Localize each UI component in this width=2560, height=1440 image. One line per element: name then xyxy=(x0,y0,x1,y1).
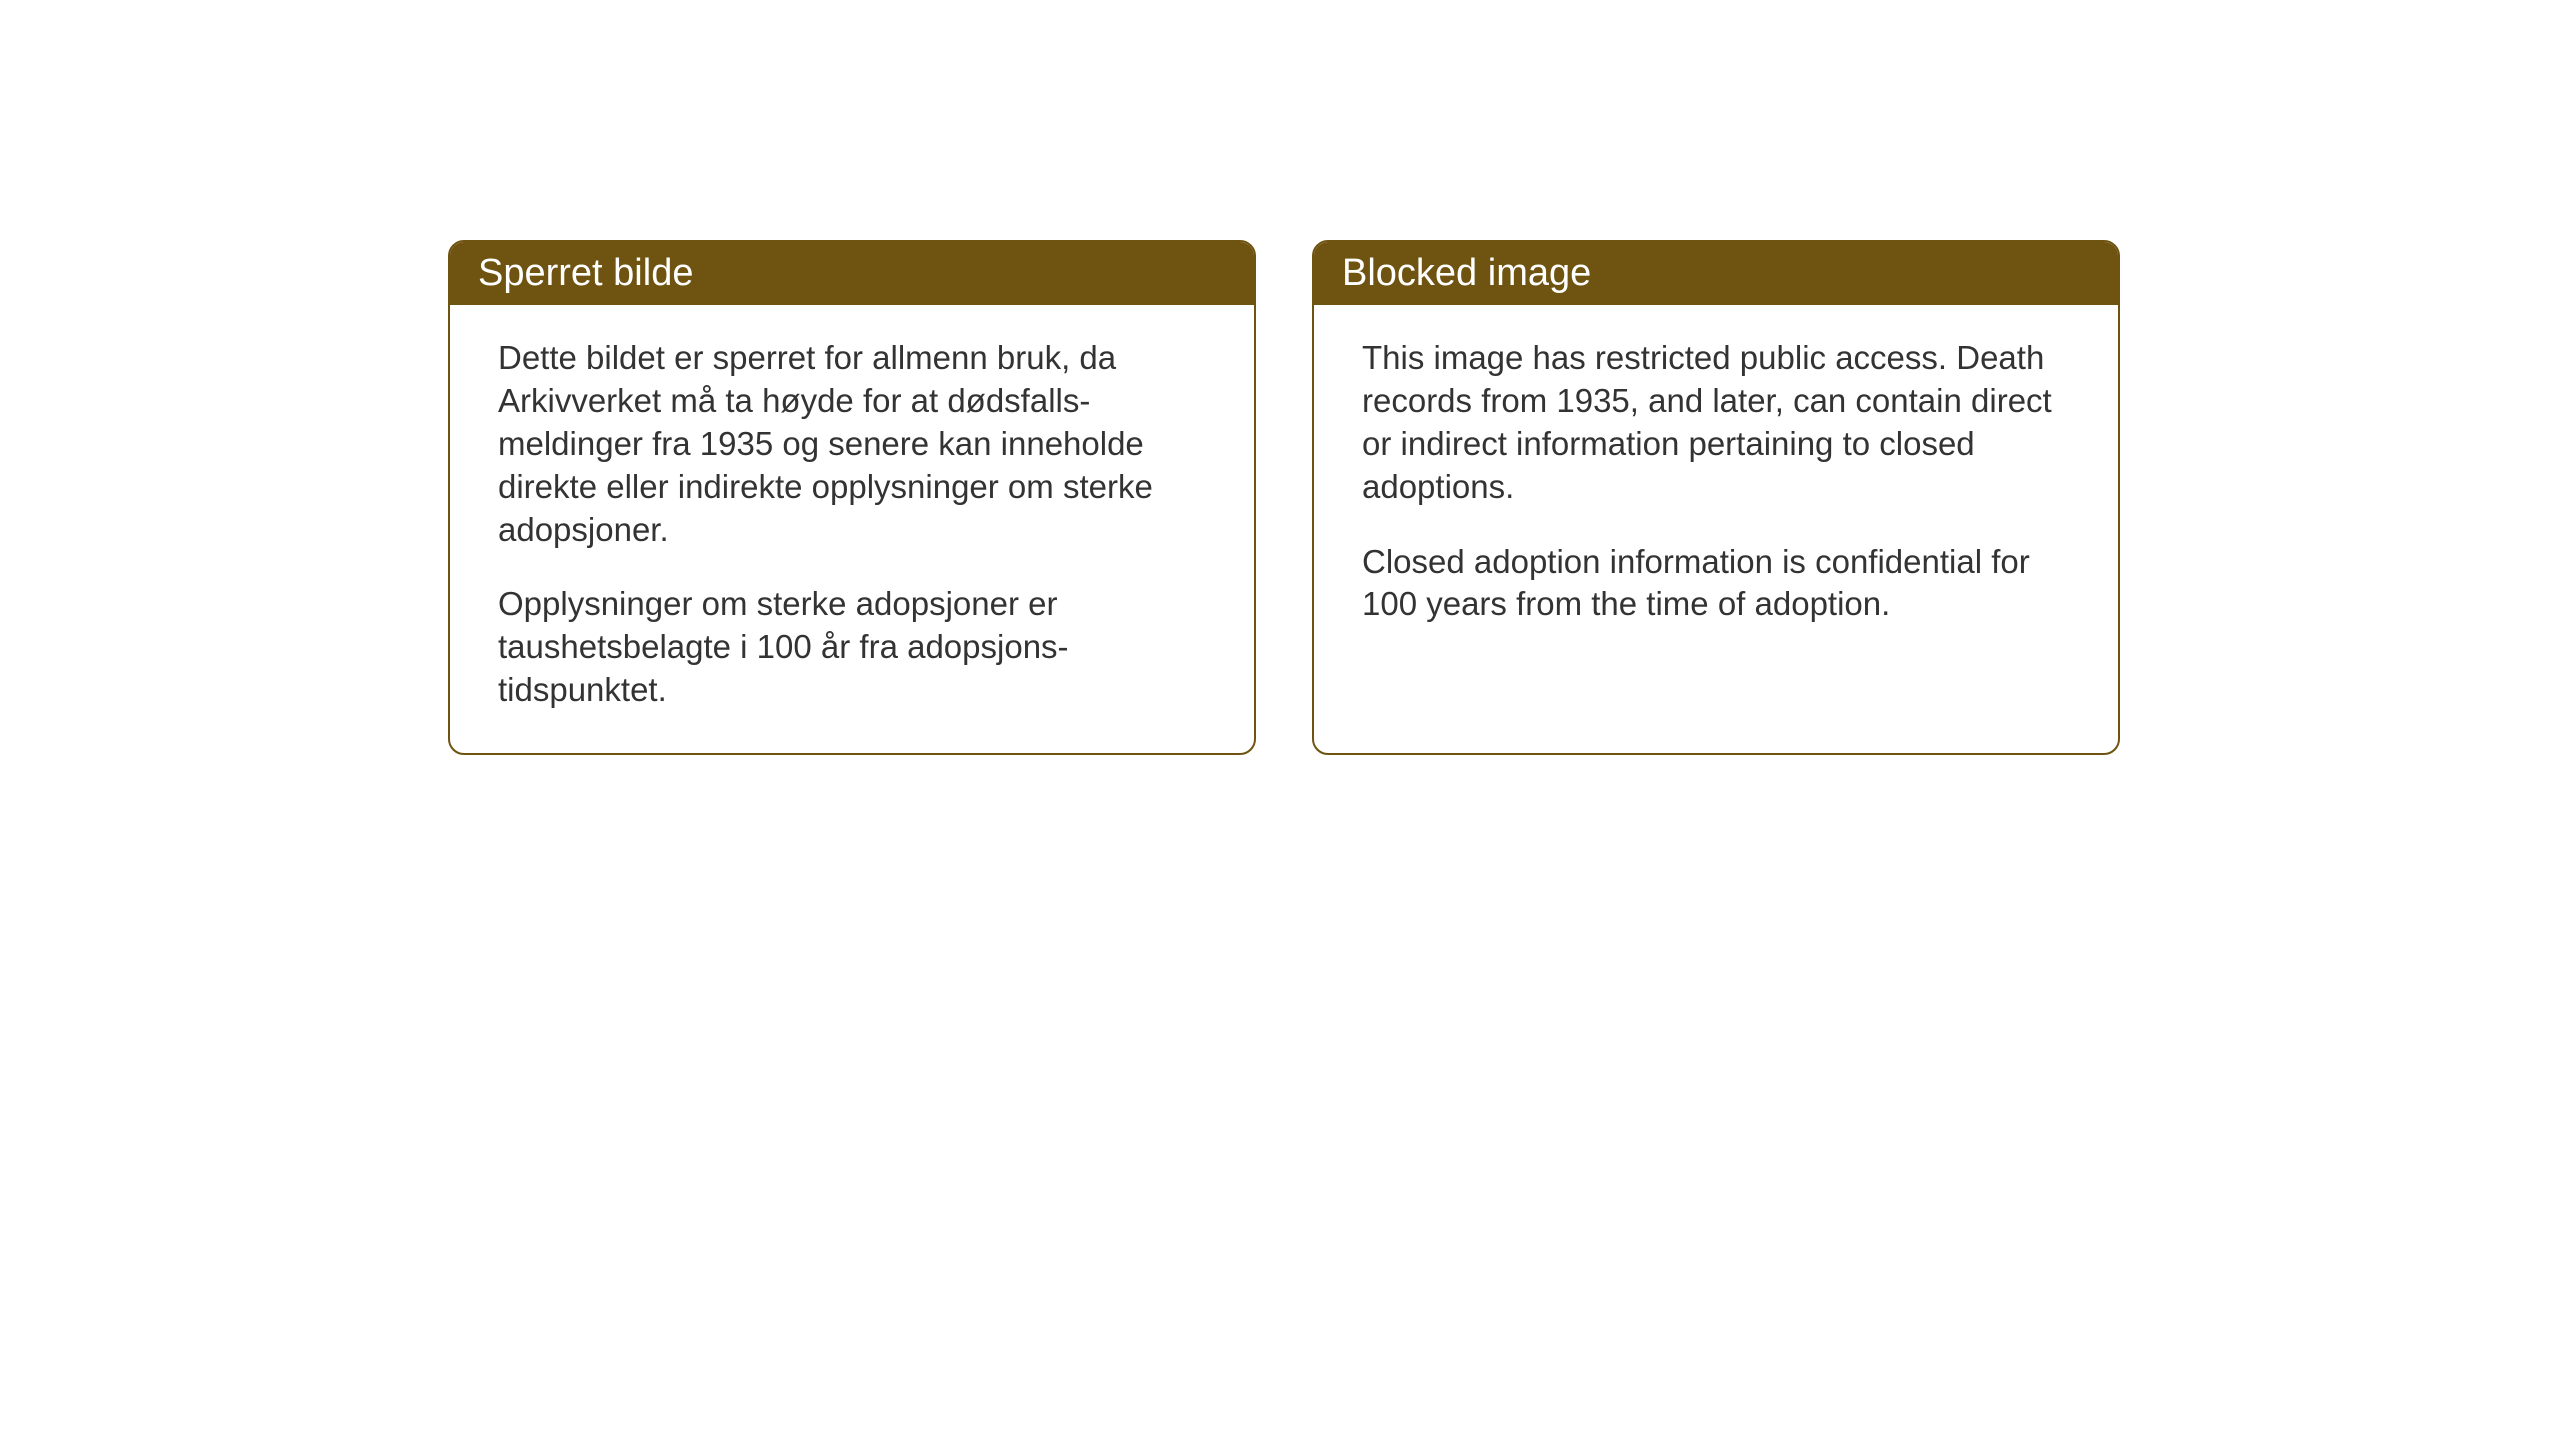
english-card-body: This image has restricted public access.… xyxy=(1314,305,2118,753)
english-card-header: Blocked image xyxy=(1314,242,2118,305)
english-paragraph-2: Closed adoption information is confident… xyxy=(1362,541,2070,627)
norwegian-card-body: Dette bildet er sperret for allmenn bruk… xyxy=(450,305,1254,753)
norwegian-paragraph-2: Opplysninger om sterke adopsjoner er tau… xyxy=(498,583,1206,712)
english-card-title: Blocked image xyxy=(1342,252,1591,294)
norwegian-card-title: Sperret bilde xyxy=(478,252,693,294)
english-notice-card: Blocked image This image has restricted … xyxy=(1312,240,2120,755)
norwegian-notice-card: Sperret bilde Dette bildet er sperret fo… xyxy=(448,240,1256,755)
english-paragraph-1: This image has restricted public access.… xyxy=(1362,337,2070,509)
norwegian-card-header: Sperret bilde xyxy=(450,242,1254,305)
notice-container: Sperret bilde Dette bildet er sperret fo… xyxy=(448,240,2120,755)
norwegian-paragraph-1: Dette bildet er sperret for allmenn bruk… xyxy=(498,337,1206,551)
